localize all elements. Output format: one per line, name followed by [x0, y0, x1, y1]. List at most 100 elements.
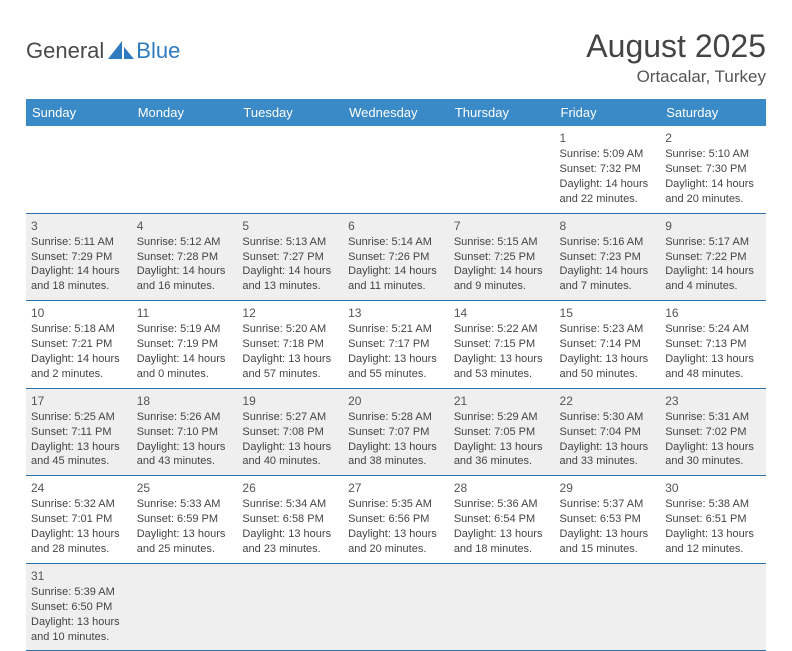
sunrise-text: Sunrise: 5:16 AM	[560, 235, 656, 250]
daylight-text: Daylight: 13 hours and 15 minutes.	[560, 527, 656, 557]
day-number: 17	[31, 393, 127, 409]
calendar-cell: 21Sunrise: 5:29 AMSunset: 7:05 PMDayligh…	[449, 388, 555, 476]
daylight-text: Daylight: 13 hours and 38 minutes.	[348, 440, 444, 470]
sunset-text: Sunset: 7:18 PM	[242, 337, 338, 352]
calendar-cell: 23Sunrise: 5:31 AMSunset: 7:02 PMDayligh…	[660, 388, 766, 476]
daylight-text: Daylight: 14 hours and 4 minutes.	[665, 264, 761, 294]
calendar-head: SundayMondayTuesdayWednesdayThursdayFrid…	[26, 99, 766, 126]
day-number: 8	[560, 218, 656, 234]
daylight-text: Daylight: 13 hours and 55 minutes.	[348, 352, 444, 382]
day-header: Wednesday	[343, 99, 449, 126]
day-number: 15	[560, 305, 656, 321]
sunset-text: Sunset: 7:02 PM	[665, 425, 761, 440]
sunset-text: Sunset: 6:56 PM	[348, 512, 444, 527]
sunset-text: Sunset: 7:10 PM	[137, 425, 233, 440]
day-number: 6	[348, 218, 444, 234]
calendar-cell: 29Sunrise: 5:37 AMSunset: 6:53 PMDayligh…	[555, 476, 661, 564]
calendar-cell: 26Sunrise: 5:34 AMSunset: 6:58 PMDayligh…	[237, 476, 343, 564]
sail-icon	[108, 41, 134, 61]
sunrise-text: Sunrise: 5:09 AM	[560, 147, 656, 162]
day-number: 14	[454, 305, 550, 321]
calendar-cell: 16Sunrise: 5:24 AMSunset: 7:13 PMDayligh…	[660, 301, 766, 389]
sunrise-text: Sunrise: 5:19 AM	[137, 322, 233, 337]
daylight-text: Daylight: 14 hours and 7 minutes.	[560, 264, 656, 294]
calendar-cell: 18Sunrise: 5:26 AMSunset: 7:10 PMDayligh…	[132, 388, 238, 476]
calendar-cell-empty	[660, 563, 766, 651]
calendar-week: 10Sunrise: 5:18 AMSunset: 7:21 PMDayligh…	[26, 301, 766, 389]
calendar-cell: 5Sunrise: 5:13 AMSunset: 7:27 PMDaylight…	[237, 213, 343, 301]
calendar-cell: 20Sunrise: 5:28 AMSunset: 7:07 PMDayligh…	[343, 388, 449, 476]
sunset-text: Sunset: 6:51 PM	[665, 512, 761, 527]
sunrise-text: Sunrise: 5:37 AM	[560, 497, 656, 512]
calendar-cell: 12Sunrise: 5:20 AMSunset: 7:18 PMDayligh…	[237, 301, 343, 389]
day-number: 30	[665, 480, 761, 496]
calendar-cell: 15Sunrise: 5:23 AMSunset: 7:14 PMDayligh…	[555, 301, 661, 389]
daylight-text: Daylight: 13 hours and 20 minutes.	[348, 527, 444, 557]
day-number: 26	[242, 480, 338, 496]
sunrise-text: Sunrise: 5:30 AM	[560, 410, 656, 425]
calendar-cell: 13Sunrise: 5:21 AMSunset: 7:17 PMDayligh…	[343, 301, 449, 389]
daylight-text: Daylight: 13 hours and 50 minutes.	[560, 352, 656, 382]
day-number: 24	[31, 480, 127, 496]
sunrise-text: Sunrise: 5:34 AM	[242, 497, 338, 512]
sunset-text: Sunset: 6:50 PM	[31, 600, 127, 615]
sunset-text: Sunset: 7:28 PM	[137, 250, 233, 265]
logo-text-blue: Blue	[136, 38, 180, 64]
page-header: General Blue August 2025 Ortacalar, Turk…	[26, 28, 766, 87]
daylight-text: Daylight: 13 hours and 23 minutes.	[242, 527, 338, 557]
day-number: 13	[348, 305, 444, 321]
daylight-text: Daylight: 13 hours and 43 minutes.	[137, 440, 233, 470]
calendar-cell: 6Sunrise: 5:14 AMSunset: 7:26 PMDaylight…	[343, 213, 449, 301]
day-number: 5	[242, 218, 338, 234]
calendar-cell: 1Sunrise: 5:09 AMSunset: 7:32 PMDaylight…	[555, 126, 661, 213]
daylight-text: Daylight: 14 hours and 20 minutes.	[665, 177, 761, 207]
daylight-text: Daylight: 14 hours and 2 minutes.	[31, 352, 127, 382]
daylight-text: Daylight: 13 hours and 40 minutes.	[242, 440, 338, 470]
sunrise-text: Sunrise: 5:25 AM	[31, 410, 127, 425]
sunrise-text: Sunrise: 5:18 AM	[31, 322, 127, 337]
calendar-table: SundayMondayTuesdayWednesdayThursdayFrid…	[26, 99, 766, 651]
daylight-text: Daylight: 13 hours and 10 minutes.	[31, 615, 127, 645]
daylight-text: Daylight: 13 hours and 30 minutes.	[665, 440, 761, 470]
sunset-text: Sunset: 7:30 PM	[665, 162, 761, 177]
sunrise-text: Sunrise: 5:39 AM	[31, 585, 127, 600]
sunrise-text: Sunrise: 5:22 AM	[454, 322, 550, 337]
title-block: August 2025 Ortacalar, Turkey	[586, 28, 766, 87]
calendar-cell: 25Sunrise: 5:33 AMSunset: 6:59 PMDayligh…	[132, 476, 238, 564]
calendar-body: 1Sunrise: 5:09 AMSunset: 7:32 PMDaylight…	[26, 126, 766, 651]
calendar-cell: 28Sunrise: 5:36 AMSunset: 6:54 PMDayligh…	[449, 476, 555, 564]
calendar-cell: 2Sunrise: 5:10 AMSunset: 7:30 PMDaylight…	[660, 126, 766, 213]
calendar-week: 31Sunrise: 5:39 AMSunset: 6:50 PMDayligh…	[26, 563, 766, 651]
day-number: 1	[560, 130, 656, 146]
day-number: 19	[242, 393, 338, 409]
sunrise-text: Sunrise: 5:38 AM	[665, 497, 761, 512]
calendar-cell-empty	[132, 126, 238, 213]
sunset-text: Sunset: 7:08 PM	[242, 425, 338, 440]
day-of-week-row: SundayMondayTuesdayWednesdayThursdayFrid…	[26, 99, 766, 126]
sunset-text: Sunset: 7:04 PM	[560, 425, 656, 440]
daylight-text: Daylight: 14 hours and 13 minutes.	[242, 264, 338, 294]
sunset-text: Sunset: 7:19 PM	[137, 337, 233, 352]
sunrise-text: Sunrise: 5:20 AM	[242, 322, 338, 337]
daylight-text: Daylight: 14 hours and 9 minutes.	[454, 264, 550, 294]
calendar-cell-empty	[132, 563, 238, 651]
day-number: 20	[348, 393, 444, 409]
sunrise-text: Sunrise: 5:11 AM	[31, 235, 127, 250]
sunrise-text: Sunrise: 5:36 AM	[454, 497, 550, 512]
day-number: 10	[31, 305, 127, 321]
day-number: 2	[665, 130, 761, 146]
day-header: Thursday	[449, 99, 555, 126]
sunset-text: Sunset: 7:01 PM	[31, 512, 127, 527]
daylight-text: Daylight: 13 hours and 36 minutes.	[454, 440, 550, 470]
day-header: Sunday	[26, 99, 132, 126]
daylight-text: Daylight: 14 hours and 22 minutes.	[560, 177, 656, 207]
sunrise-text: Sunrise: 5:17 AM	[665, 235, 761, 250]
day-header: Monday	[132, 99, 238, 126]
daylight-text: Daylight: 13 hours and 53 minutes.	[454, 352, 550, 382]
calendar-cell-empty	[449, 126, 555, 213]
sunset-text: Sunset: 6:54 PM	[454, 512, 550, 527]
sunrise-text: Sunrise: 5:28 AM	[348, 410, 444, 425]
sunset-text: Sunset: 7:14 PM	[560, 337, 656, 352]
day-number: 28	[454, 480, 550, 496]
day-header: Saturday	[660, 99, 766, 126]
